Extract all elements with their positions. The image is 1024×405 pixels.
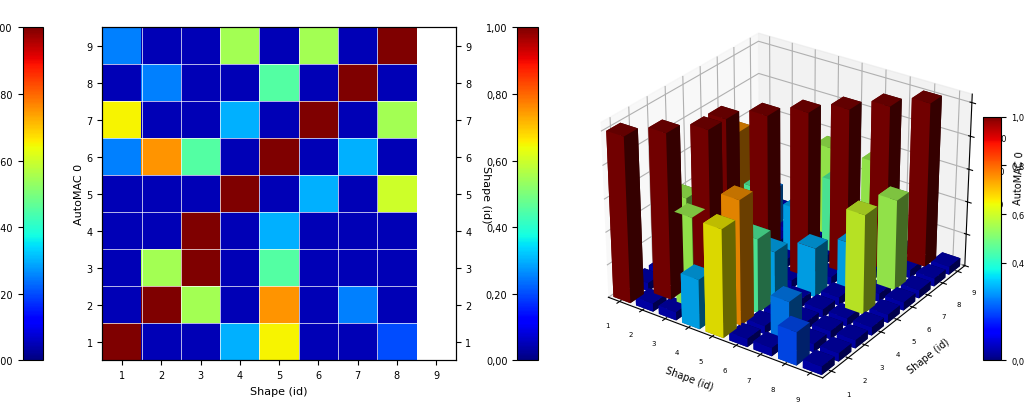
Y-axis label: AutoMAC 0: AutoMAC 0	[74, 164, 84, 225]
X-axis label: Shape (id): Shape (id)	[665, 364, 715, 392]
X-axis label: Shape (id): Shape (id)	[250, 386, 308, 396]
Y-axis label: Shape (id): Shape (id)	[481, 166, 492, 223]
Y-axis label: Shape (id): Shape (id)	[905, 336, 951, 375]
